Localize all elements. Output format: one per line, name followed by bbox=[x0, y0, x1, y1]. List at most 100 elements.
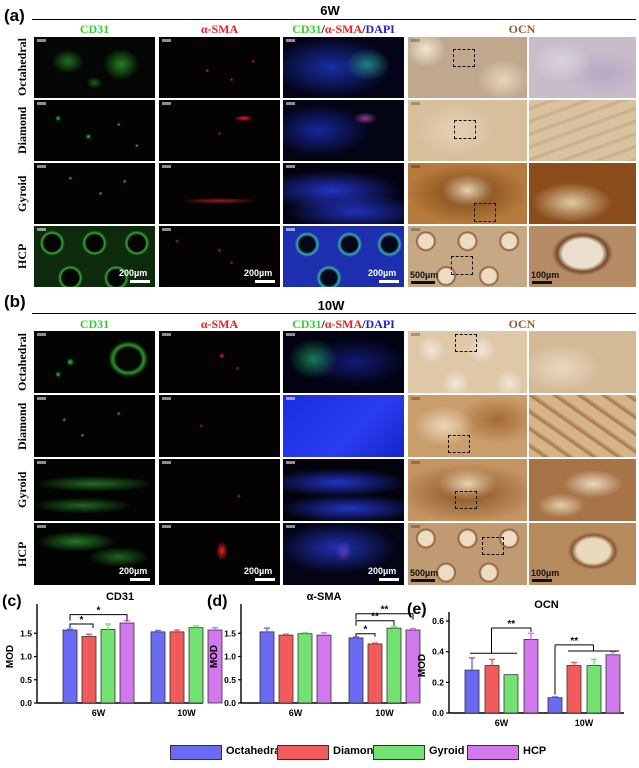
chart-title: α-SMA bbox=[307, 591, 342, 603]
zoom-region-box bbox=[482, 537, 504, 555]
scale-bar bbox=[255, 280, 275, 283]
bar-diamond-6w bbox=[81, 636, 97, 704]
cd31-image-octahedral-10w bbox=[34, 331, 155, 393]
panel-b-title: 10W bbox=[317, 298, 345, 313]
scale-bar-label: 100µm bbox=[531, 568, 560, 578]
zoom-region-box bbox=[454, 120, 476, 139]
bar-octahedral-10w bbox=[348, 637, 364, 704]
image-id-tag bbox=[162, 165, 171, 168]
y-tick-label: 0.0 bbox=[432, 708, 444, 718]
merge-image-diamond-10w bbox=[283, 395, 404, 457]
y-tick-label: 1.5 bbox=[224, 628, 236, 638]
image-id-tag bbox=[286, 39, 295, 42]
bar-gyroid-10w bbox=[188, 627, 204, 704]
panel-b-rule bbox=[32, 313, 636, 314]
bar-hcp-10w bbox=[605, 654, 621, 714]
scale-bar bbox=[130, 578, 150, 581]
chart-title: CD31 bbox=[106, 591, 134, 603]
significance-marker: ** bbox=[570, 636, 578, 647]
cd31-image-diamond-10w bbox=[34, 395, 155, 457]
legend-label-hcp: HCP bbox=[523, 745, 547, 757]
y-axis-label: MOD bbox=[5, 645, 16, 668]
bar-diamond-10w bbox=[367, 643, 383, 704]
y-tick-label: 0.0 bbox=[20, 698, 32, 708]
merge-sep-1: / bbox=[321, 317, 325, 331]
asma-image-octahedral-6w bbox=[159, 37, 280, 98]
col-header-merge-10w: CD31/α-SMA/DAPI bbox=[283, 317, 404, 332]
image-id-tag bbox=[37, 333, 46, 336]
chart-panel-label: (c) bbox=[2, 593, 22, 610]
legend-swatch-octahedral bbox=[170, 745, 222, 760]
legend-swatch-gyroid bbox=[373, 745, 425, 760]
scale-bar bbox=[379, 578, 399, 581]
ocn-image-octahedral-6w bbox=[408, 37, 527, 98]
ocn-zoom-image-gyroid-6w bbox=[529, 163, 636, 224]
merge-image-hcp-6w: 200µm bbox=[283, 226, 404, 287]
image-id-tag bbox=[37, 228, 46, 231]
y-axis-label: MOD bbox=[209, 645, 220, 668]
image-id-tag bbox=[411, 102, 420, 105]
merge-cd31-label: CD31 bbox=[292, 22, 322, 36]
scale-bar-label: 200µm bbox=[244, 566, 273, 576]
image-id-tag bbox=[411, 461, 420, 464]
y-tick-label: 1.5 bbox=[20, 628, 32, 638]
significance-bracket bbox=[355, 620, 395, 626]
ocn-image-octahedral-10w bbox=[408, 331, 527, 393]
significance-marker: * bbox=[80, 615, 84, 626]
image-id-tag bbox=[286, 228, 295, 231]
image-id-tag bbox=[286, 165, 295, 168]
bar-hcp-6w bbox=[316, 634, 332, 704]
significance-marker: * bbox=[97, 606, 101, 617]
chart-panel-label: (d) bbox=[207, 593, 227, 610]
bar-diamond-10w bbox=[169, 631, 185, 704]
asma-image-gyroid-10w bbox=[159, 459, 280, 521]
significance-marker: ** bbox=[381, 605, 389, 616]
asma-image-gyroid-6w bbox=[159, 163, 280, 224]
merge-image-octahedral-10w bbox=[283, 331, 404, 393]
chart-title: OCN bbox=[534, 599, 559, 611]
row-label-gyroid-6w: Gyroid bbox=[15, 175, 29, 212]
image-id-tag bbox=[286, 333, 295, 336]
image-id-tag bbox=[411, 525, 420, 528]
ocn-zoom-image-octahedral-10w bbox=[529, 331, 636, 393]
zoom-region-box bbox=[455, 491, 477, 509]
row-label-octahedral-10w: Octahedral bbox=[15, 333, 29, 391]
y-tick-label: 0.4 bbox=[432, 647, 444, 657]
merge-sep-1: / bbox=[321, 22, 325, 36]
x-category-label: 10W bbox=[375, 708, 394, 718]
ocn-image-diamond-6w bbox=[408, 100, 527, 161]
x-category-label: 10W bbox=[575, 718, 594, 728]
ocn-zoom-image-octahedral-6w bbox=[529, 37, 636, 98]
scale-bar bbox=[411, 579, 435, 582]
cd31-image-gyroid-10w bbox=[34, 459, 155, 521]
image-id-tag bbox=[411, 397, 420, 400]
image-id-tag bbox=[37, 39, 46, 42]
image-id-tag bbox=[37, 461, 46, 464]
scale-bar-label: 500µm bbox=[410, 568, 439, 578]
bar-gyroid-6w bbox=[503, 674, 519, 714]
image-id-tag bbox=[411, 228, 420, 231]
image-id-tag bbox=[411, 333, 420, 336]
scale-bar bbox=[532, 281, 552, 284]
asma-image-octahedral-10w bbox=[159, 331, 280, 393]
cd31-image-hcp-6w: 200µm bbox=[34, 226, 155, 287]
scale-bar-label: 200µm bbox=[119, 268, 148, 278]
panel-a-title: 6W bbox=[320, 3, 340, 18]
scale-bar bbox=[532, 579, 552, 582]
x-category-label: 6W bbox=[289, 708, 303, 718]
bar-octahedral-10w bbox=[547, 697, 563, 714]
legend-label-octahedral: Octahedral bbox=[226, 745, 284, 757]
ocn-image-gyroid-10w bbox=[408, 459, 527, 521]
ocn-zoom-image-gyroid-10w bbox=[529, 459, 636, 521]
bar-diamond-10w bbox=[566, 665, 582, 714]
scale-bar-label: 500µm bbox=[410, 270, 439, 280]
col-header-merge: CD31/α-SMA/DAPI bbox=[283, 22, 404, 37]
bar-diamond-6w bbox=[278, 634, 294, 704]
merge-image-diamond-6w bbox=[283, 100, 404, 161]
significance-marker: ** bbox=[507, 619, 515, 630]
image-id-tag bbox=[162, 333, 171, 336]
col-header-ocn-10w: OCN bbox=[508, 317, 536, 331]
merge-cd31-label: CD31 bbox=[292, 317, 322, 331]
image-id-tag bbox=[286, 397, 295, 400]
image-id-tag bbox=[162, 228, 171, 231]
